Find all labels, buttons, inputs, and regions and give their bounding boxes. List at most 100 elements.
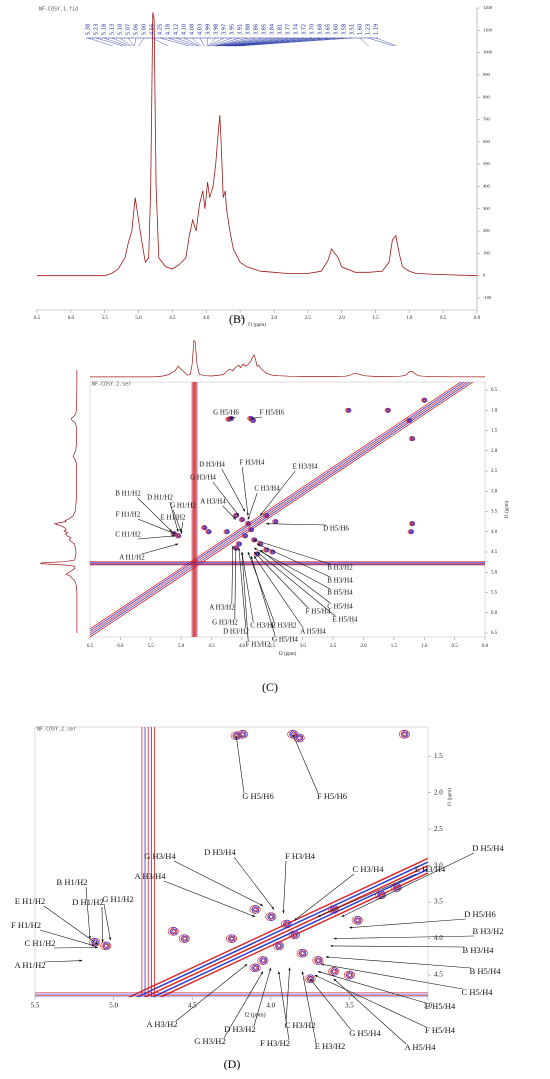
annotation-label: E H3/H4 [415, 864, 446, 874]
x-tick-label: 2.5 [305, 316, 312, 321]
peak-leader [159, 37, 190, 47]
diagonal [90, 382, 474, 637]
cross-peak [288, 930, 300, 940]
peak-leader [219, 37, 281, 47]
contour-ring [353, 917, 361, 924]
cross-peak [263, 547, 270, 553]
peak-label: 5.23 [94, 24, 100, 35]
annotation-arrow [265, 522, 327, 526]
contour-ring [102, 943, 110, 949]
peak-label: 3.95 [230, 24, 236, 35]
annotation-label: E H5/H4 [332, 616, 358, 624]
cross-peak [238, 517, 246, 523]
peak-label: 5.13 [110, 24, 116, 35]
annotation-label: E H3/H2 [315, 1041, 345, 1051]
annotation-label: E H3/H2 [271, 622, 297, 630]
contour-ring [241, 518, 244, 522]
cross-peak [293, 733, 305, 743]
y-tick-label: 700 [483, 117, 491, 122]
annotation-label: G H1/H2 [170, 502, 196, 510]
annotation-arrow [141, 543, 179, 555]
x-tick-label: 1.0 [406, 316, 413, 321]
contour-ring [268, 915, 273, 919]
contour-ring [230, 936, 235, 942]
annotation-arrow [301, 971, 317, 1044]
annotation-arrow [330, 944, 465, 948]
annotation-label: B H1/H2 [115, 490, 141, 498]
contour-ring [282, 921, 291, 927]
contour-ring [407, 418, 412, 423]
peak-label: 3.68 [318, 24, 324, 35]
cross-peak [100, 941, 112, 951]
contour-ring [329, 906, 338, 913]
contour-ring [274, 520, 278, 524]
annotation-arrow [277, 971, 290, 1041]
peak-label: 4.10 [182, 24, 188, 35]
contour-ring [307, 974, 315, 983]
contour-ring [410, 530, 413, 534]
peak-leader [225, 37, 305, 47]
annotation-arrow [137, 534, 176, 540]
contour-ring [244, 534, 247, 538]
contour-ring [203, 526, 207, 530]
contour-ring [409, 529, 414, 535]
contour-ring [423, 398, 427, 402]
cross-peak [247, 527, 255, 533]
annotation-arrow [349, 918, 467, 929]
contour-ring [316, 958, 321, 963]
contour-ring [411, 522, 414, 526]
y-tick-label: 400 [483, 183, 491, 188]
peak-label: 3.99 [206, 24, 212, 35]
peak-leader [138, 37, 145, 47]
left-projection-clip [39, 369, 78, 633]
annotation-label: G H5/H4 [272, 636, 298, 644]
contour-ring [253, 906, 258, 912]
contour-ring [260, 958, 266, 963]
x-tick-label: 0.5 [440, 316, 447, 321]
contour-ring [354, 916, 362, 925]
spectrum-line [37, 12, 478, 277]
contour-ring [377, 891, 385, 898]
peak-leader [234, 37, 345, 47]
x-tick-label: 1.5 [372, 316, 379, 321]
contour-ring [400, 731, 409, 738]
contour-ring [171, 928, 177, 934]
contour-ring [229, 936, 234, 941]
contour-ring [240, 517, 245, 523]
annotation-arrow [294, 873, 355, 921]
annotation-arrow [241, 466, 249, 516]
contour-ring [295, 735, 303, 741]
cross-peak [265, 912, 277, 922]
cross-peak [167, 927, 179, 936]
annotation-arrow [231, 545, 234, 605]
contour-ring [182, 936, 187, 941]
contour-ring [227, 935, 236, 942]
contour-ring [296, 736, 302, 740]
contour-ring [252, 963, 260, 972]
contour-field [90, 382, 485, 637]
y-tick-label: 1100 [483, 27, 493, 32]
annotation-label: C H3/H4 [353, 864, 385, 874]
contour-ring [91, 938, 99, 947]
annotation-arrow [259, 549, 331, 604]
annotation-arrow [172, 509, 182, 533]
peak-leader [183, 37, 200, 47]
annotation-label: D H5/H6 [323, 525, 349, 533]
annotation-label: A H1/H2 [119, 554, 145, 562]
cross-peak [296, 948, 308, 958]
contour-ring [177, 534, 181, 538]
annotation-label: A H3/H4 [200, 498, 226, 506]
peak-leader [151, 37, 169, 47]
cross-peak [312, 956, 324, 965]
contour-ring [402, 732, 407, 736]
annotation-arrow [229, 416, 236, 419]
annotation-arrow [253, 555, 304, 629]
diagonal [90, 382, 471, 636]
y-tick-label: 2.0 [491, 449, 498, 454]
contour-ring [329, 968, 338, 975]
diagonal [143, 865, 428, 997]
contour-ring [264, 547, 269, 553]
annotation-label: B H5/H4 [470, 966, 502, 976]
annotation-arrow [234, 547, 238, 620]
